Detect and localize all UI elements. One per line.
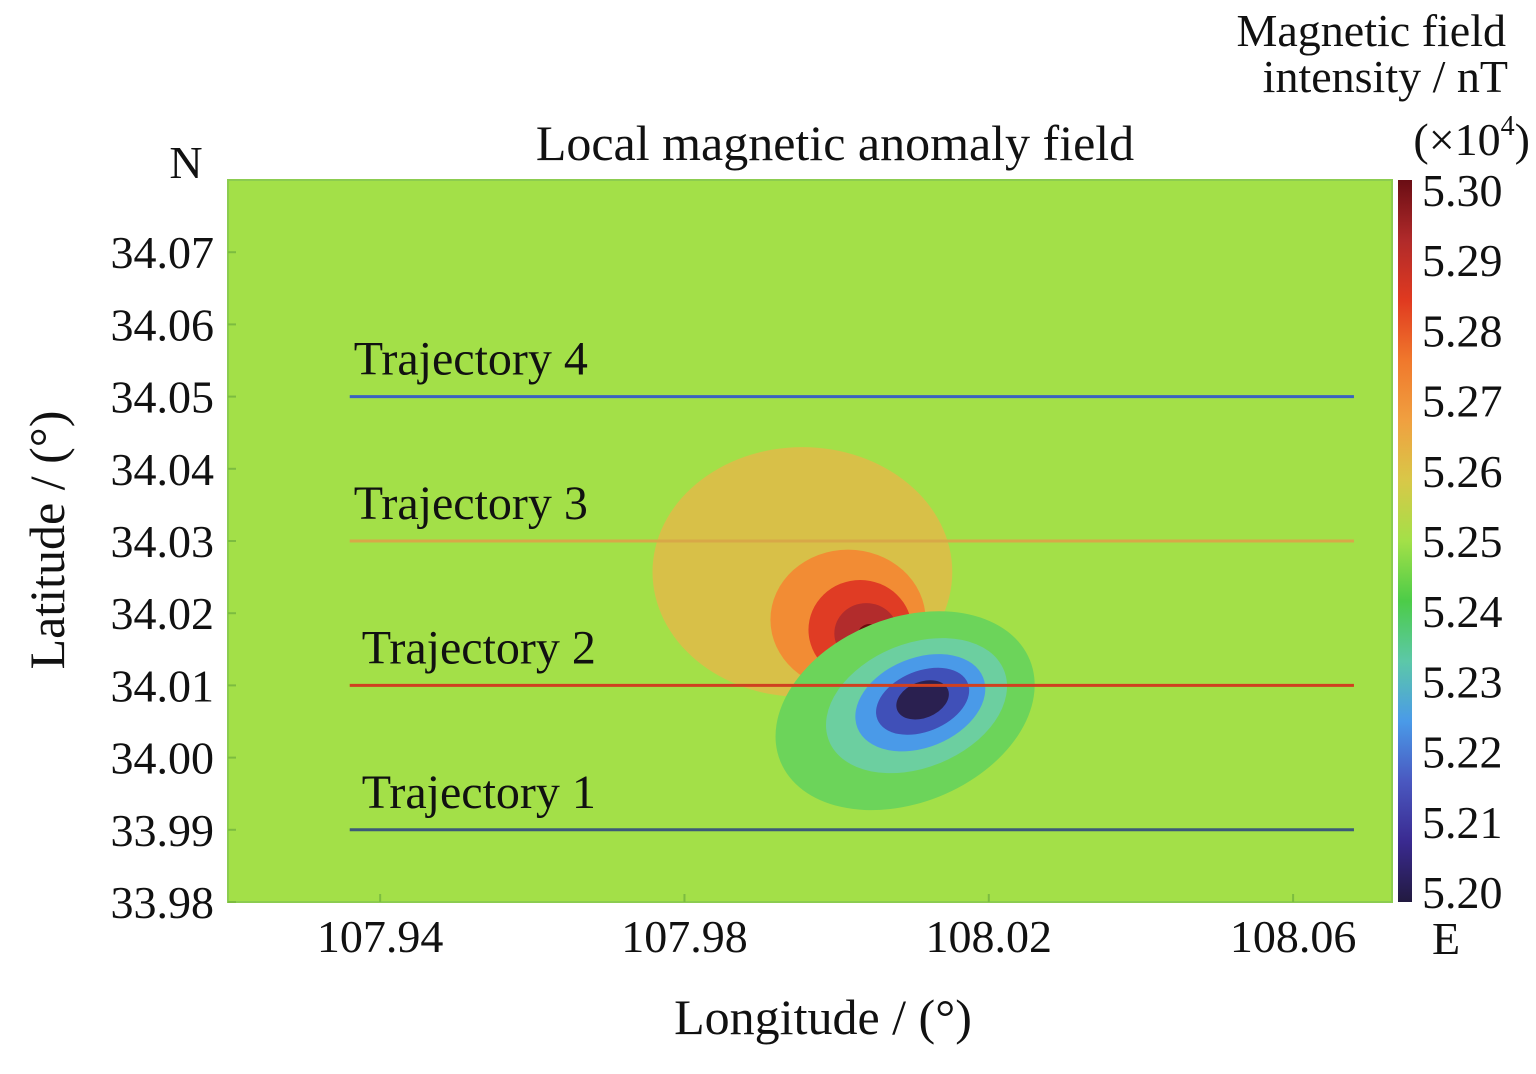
trajectory-labels: Trajectory 4 Trajectory 3 Trajectory 2 Traj… xyxy=(354,333,596,819)
y-ticks: 34.07 34.06 34.05 34.04 34.03 34.02 34.01 34.00… xyxy=(111,227,236,928)
colorbar-close: ) xyxy=(1515,114,1530,165)
y-tick-label: 34.03 xyxy=(111,516,215,567)
y-tick-label: 34.02 xyxy=(111,588,215,639)
plot-area xyxy=(228,180,1392,902)
colorbar-tick-label: 5.21 xyxy=(1422,797,1503,848)
y-tick-label: 34.06 xyxy=(111,299,215,350)
colorbar-tick-label: 5.28 xyxy=(1422,305,1503,356)
east-label: E xyxy=(1432,913,1460,964)
y-tick-label: 34.05 xyxy=(111,372,215,423)
north-label: N xyxy=(169,137,202,188)
x-tick-label: 108.06 xyxy=(1230,911,1357,962)
x-ticks: 107.94 107.98 108.02 108.06 xyxy=(317,894,1356,962)
trajectory-label-4: Trajectory 4 xyxy=(354,333,588,386)
colorbar-tick-label: 5.24 xyxy=(1422,586,1503,637)
colorbar-exponent: 4 xyxy=(1501,111,1515,142)
colorbar: 5.30 5.29 5.28 5.27 5.26 5.25 5.24 5.23 5.22 5.21… xyxy=(1398,165,1503,918)
x-tick-label: 107.98 xyxy=(621,911,748,962)
colorbar-title-line1: Magnetic field xyxy=(1236,5,1506,56)
y-tick-label: 34.00 xyxy=(111,733,215,784)
colorbar-tick-label: 5.30 xyxy=(1422,165,1503,216)
x-tick-label: 108.02 xyxy=(926,911,1053,962)
colorbar-tick-label: 5.20 xyxy=(1422,867,1503,918)
colorbar-tick-label: 5.22 xyxy=(1422,727,1503,778)
colorbar-tick-label: 5.23 xyxy=(1422,656,1503,707)
y-tick-label: 34.04 xyxy=(111,444,215,495)
colorbar-multiplier: (×10 xyxy=(1413,114,1500,165)
y-tick-label: 33.99 xyxy=(111,805,215,856)
colorbar-tick-label: 5.25 xyxy=(1422,516,1503,567)
trajectory-label-3: Trajectory 3 xyxy=(354,477,588,530)
chart-title: Local magnetic anomaly field xyxy=(536,115,1134,171)
trajectory-label-1: Trajectory 1 xyxy=(362,766,596,819)
colorbar-gradient xyxy=(1398,180,1412,902)
y-axis-label: Latitude / (°) xyxy=(19,411,75,670)
trajectory-label-2: Trajectory 2 xyxy=(362,621,596,674)
x-axis-label: Longitude / (°) xyxy=(674,989,972,1045)
colorbar-tick-label: 5.26 xyxy=(1422,446,1503,497)
y-tick-label: 34.07 xyxy=(111,227,215,278)
colorbar-title-line2: intensity / nT xyxy=(1263,51,1508,102)
contour-level-5-20 xyxy=(896,680,949,720)
colorbar-tick-label: 5.27 xyxy=(1422,376,1503,427)
y-tick-label: 34.01 xyxy=(111,660,215,711)
y-tick-label: 33.98 xyxy=(111,877,215,928)
colorbar-title-line3: (×104) xyxy=(1413,111,1530,165)
x-tick-label: 107.94 xyxy=(317,911,444,962)
colorbar-tick-label: 5.29 xyxy=(1422,235,1503,286)
